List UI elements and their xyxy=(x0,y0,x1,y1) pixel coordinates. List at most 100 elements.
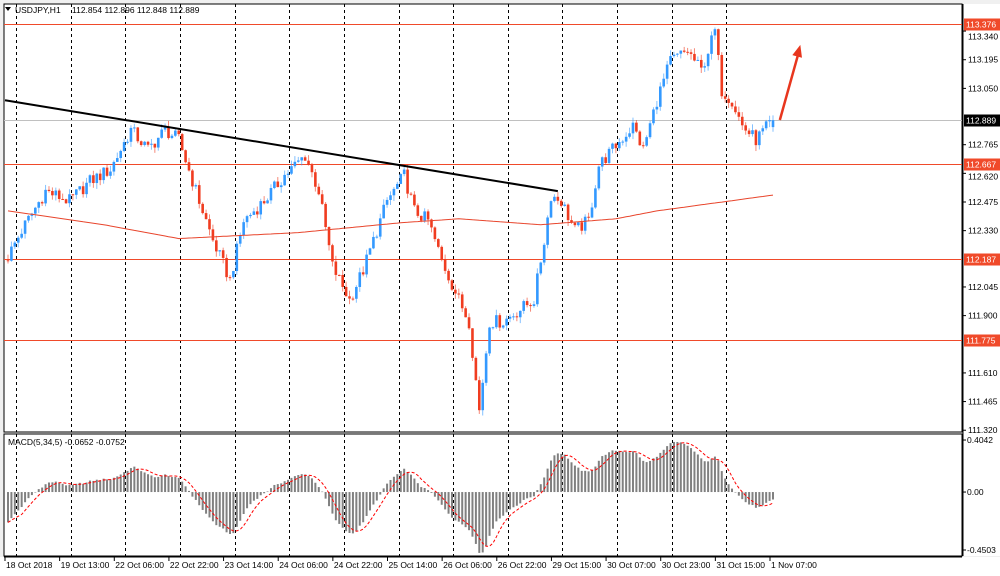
macd-bar xyxy=(365,492,368,516)
candle-bull xyxy=(600,157,604,167)
candle-bull xyxy=(10,246,13,261)
candle-bear xyxy=(580,222,584,231)
candle-bull xyxy=(512,316,515,318)
macd-bar xyxy=(406,472,409,493)
macd-bar xyxy=(628,452,631,493)
candle-bear xyxy=(51,191,54,196)
macd-bar xyxy=(758,492,761,507)
candle-bull xyxy=(355,286,358,299)
candle-bull xyxy=(143,141,146,146)
candle-bear xyxy=(682,50,686,52)
candle-bear xyxy=(40,202,44,204)
macd-bar xyxy=(635,453,638,493)
candle-bear xyxy=(341,274,344,287)
macd-bar xyxy=(358,492,361,526)
macd-bar xyxy=(239,492,242,521)
candle-bull xyxy=(85,182,88,195)
macd-bar xyxy=(75,483,78,493)
macd-bar xyxy=(727,484,730,493)
candle-bull xyxy=(518,310,522,318)
candle-bull xyxy=(703,66,706,68)
candle-bull xyxy=(194,185,198,187)
macd-bar xyxy=(150,475,153,493)
macd-bar xyxy=(662,449,665,493)
candle-bull xyxy=(109,171,112,176)
macd-bar xyxy=(679,442,682,493)
candle-bull xyxy=(23,220,27,234)
macd-bar xyxy=(95,479,98,493)
candle-bull xyxy=(662,78,666,87)
macd-bar xyxy=(116,476,119,493)
candle-bear xyxy=(136,127,140,142)
candle-bull xyxy=(590,207,594,218)
candle-bull xyxy=(621,141,625,143)
candle-bear xyxy=(334,261,338,275)
candle-bull xyxy=(484,353,488,383)
macd-bar xyxy=(416,483,419,493)
candle-bear xyxy=(310,165,314,173)
candle-bull xyxy=(300,157,304,161)
candle-bull xyxy=(88,175,92,183)
candle-bull xyxy=(751,130,754,135)
symbol-label: USDJPY,H1 xyxy=(15,5,61,15)
macd-bar xyxy=(577,467,580,493)
candle-bull xyxy=(624,136,628,142)
candle-bear xyxy=(464,308,467,318)
level-price-tag xyxy=(964,334,1000,347)
candle-bear xyxy=(153,143,157,148)
macd-bar xyxy=(174,477,177,493)
candle-bull xyxy=(252,211,256,215)
candle-bull xyxy=(95,173,99,184)
macd-bar xyxy=(170,477,173,493)
macd-bar xyxy=(30,492,33,496)
macd-bar xyxy=(85,482,88,493)
candle-bear xyxy=(559,200,563,206)
dropdown-arrow-icon[interactable] xyxy=(5,7,11,11)
macd-bar xyxy=(106,479,109,493)
candle-bull xyxy=(119,150,123,159)
candle-bull xyxy=(583,216,587,231)
candles xyxy=(6,27,775,416)
candle-bear xyxy=(754,130,758,146)
macd-bar xyxy=(317,487,320,493)
macd-bar xyxy=(396,474,399,493)
candle-bear xyxy=(734,106,737,113)
macd-bar xyxy=(17,492,20,511)
macd-bar xyxy=(331,492,334,514)
macd-bar xyxy=(488,492,491,536)
macd-bar xyxy=(304,474,307,493)
candle-bull xyxy=(628,133,631,137)
price-tick-label: 111.320 xyxy=(968,425,998,435)
price-tick-label: 112.765 xyxy=(968,140,998,150)
macd-bar xyxy=(82,483,85,493)
time-tick-label: 26 Oct 06:00 xyxy=(443,560,492,570)
macd-bar xyxy=(707,461,710,493)
candle-bear xyxy=(191,170,194,187)
candle-bull xyxy=(713,29,717,36)
macd-bar xyxy=(191,492,194,497)
candle-bear xyxy=(419,215,423,221)
macd-bar xyxy=(34,492,37,493)
macd-bar xyxy=(570,462,573,493)
candle-bear xyxy=(450,280,454,290)
candle-bull xyxy=(481,382,485,411)
candle-bull xyxy=(44,189,47,204)
macd-bar xyxy=(485,492,488,546)
candle-bull xyxy=(20,233,23,238)
macd-bar xyxy=(369,492,372,511)
macd-bar xyxy=(724,478,727,493)
candle-bull xyxy=(385,199,389,205)
macd-bar xyxy=(293,476,296,493)
macd-bar xyxy=(515,492,518,506)
macd-bar xyxy=(188,490,191,493)
macd-label: MACD(5,34,5) -0.0652 -0.0752 xyxy=(8,437,125,447)
candle-bull xyxy=(505,318,508,326)
candle-bear xyxy=(57,190,61,199)
candle-bull xyxy=(382,204,385,219)
macd-bar xyxy=(590,470,593,493)
macd-bar xyxy=(362,492,365,523)
macd-bar xyxy=(280,483,283,493)
macd-histogram xyxy=(7,441,774,553)
price-tick-label: 112.045 xyxy=(968,282,998,292)
